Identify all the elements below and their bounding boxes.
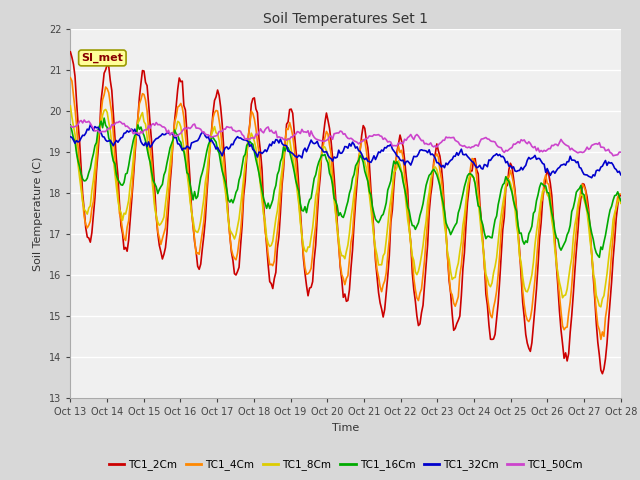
Line: TC1_4Cm: TC1_4Cm xyxy=(70,78,621,339)
Title: Soil Temperatures Set 1: Soil Temperatures Set 1 xyxy=(263,12,428,26)
TC1_32Cm xyxy=(67,134,74,140)
Line: TC1_16Cm: TC1_16Cm xyxy=(70,118,621,257)
TC1_8Cm xyxy=(258,197,266,203)
TC1_4Cm xyxy=(617,191,625,197)
TC1_50Cm xyxy=(81,117,88,123)
TC1_8Cm xyxy=(307,235,315,240)
TC1_8Cm xyxy=(617,201,625,206)
Line: TC1_8Cm: TC1_8Cm xyxy=(70,106,621,307)
TC1_8Cm xyxy=(67,103,74,108)
Text: SI_met: SI_met xyxy=(81,53,124,63)
TC1_50Cm xyxy=(588,143,595,148)
TC1_32Cm xyxy=(308,140,316,145)
TC1_50Cm xyxy=(308,132,316,138)
TC1_50Cm xyxy=(67,123,74,129)
TC1_32Cm xyxy=(86,122,94,128)
TC1_8Cm xyxy=(586,239,594,244)
TC1_16Cm xyxy=(100,115,108,121)
TC1_2Cm xyxy=(230,271,238,276)
TC1_16Cm xyxy=(250,149,258,155)
TC1_50Cm xyxy=(136,132,143,137)
Line: TC1_32Cm: TC1_32Cm xyxy=(70,125,621,178)
TC1_50Cm xyxy=(260,130,268,136)
TC1_2Cm xyxy=(258,167,266,173)
TC1_32Cm xyxy=(589,172,597,178)
TC1_50Cm xyxy=(232,129,240,134)
TC1_50Cm xyxy=(250,136,258,142)
TC1_32Cm xyxy=(250,148,258,154)
TC1_4Cm xyxy=(307,265,315,271)
TC1_4Cm xyxy=(249,110,257,116)
TC1_16Cm xyxy=(617,198,625,204)
TC1_32Cm xyxy=(260,149,268,155)
TC1_2Cm xyxy=(598,371,606,377)
TC1_2Cm xyxy=(67,49,74,55)
TC1_4Cm xyxy=(586,231,594,237)
TC1_8Cm xyxy=(230,236,238,242)
TC1_8Cm xyxy=(597,304,605,310)
TC1_16Cm xyxy=(308,186,316,192)
Legend: TC1_2Cm, TC1_4Cm, TC1_8Cm, TC1_16Cm, TC1_32Cm, TC1_50Cm: TC1_2Cm, TC1_4Cm, TC1_8Cm, TC1_16Cm, TC1… xyxy=(104,455,587,475)
TC1_16Cm xyxy=(232,190,240,195)
TC1_32Cm xyxy=(617,172,625,178)
TC1_50Cm xyxy=(609,153,617,158)
TC1_2Cm xyxy=(307,285,315,290)
Y-axis label: Soil Temperature (C): Soil Temperature (C) xyxy=(33,156,44,271)
Line: TC1_50Cm: TC1_50Cm xyxy=(70,120,621,156)
TC1_32Cm xyxy=(136,133,143,139)
TC1_8Cm xyxy=(134,120,141,126)
X-axis label: Time: Time xyxy=(332,423,359,433)
TC1_32Cm xyxy=(232,136,240,142)
Line: TC1_2Cm: TC1_2Cm xyxy=(70,52,621,374)
TC1_2Cm xyxy=(617,193,625,199)
TC1_8Cm xyxy=(249,134,257,140)
TC1_50Cm xyxy=(617,149,625,155)
TC1_16Cm xyxy=(595,254,603,260)
TC1_2Cm xyxy=(586,228,594,234)
TC1_2Cm xyxy=(249,96,257,101)
TC1_16Cm xyxy=(136,126,143,132)
TC1_16Cm xyxy=(67,122,74,128)
TC1_16Cm xyxy=(588,230,595,236)
TC1_4Cm xyxy=(230,255,238,261)
TC1_4Cm xyxy=(67,75,74,81)
TC1_2Cm xyxy=(134,115,141,121)
TC1_4Cm xyxy=(134,116,141,122)
TC1_4Cm xyxy=(597,336,605,342)
TC1_16Cm xyxy=(260,195,268,201)
TC1_32Cm xyxy=(588,175,595,180)
TC1_4Cm xyxy=(258,192,266,197)
